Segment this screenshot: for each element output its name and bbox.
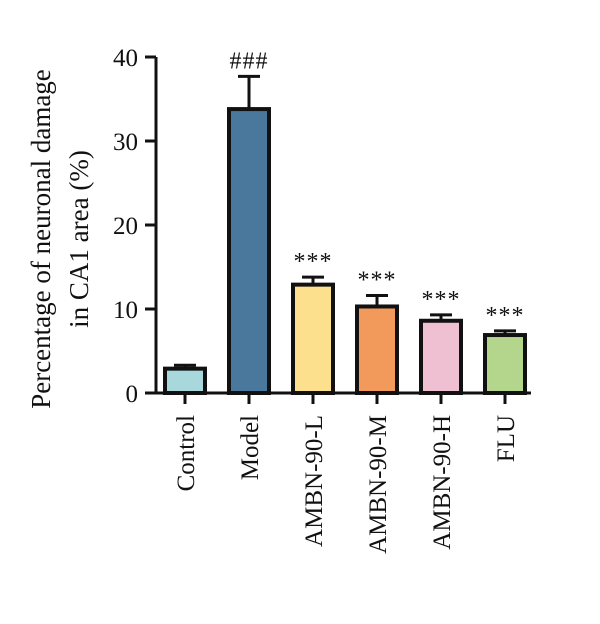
category-label: Control — [173, 415, 200, 491]
bar — [419, 318, 463, 396]
labels: 0 10 20 30 40 Control Model ### AMBN-90-L *** AMBN… — [113, 45, 525, 554]
significance-marker: *** — [358, 268, 397, 294]
y-tick-label: 40 — [113, 45, 138, 72]
bar — [483, 333, 527, 396]
y-tick-label: 30 — [113, 129, 138, 156]
significance-marker: ### — [230, 48, 269, 74]
category-label: Model — [237, 415, 264, 480]
y-tick-label: 20 — [113, 213, 138, 240]
y-axis-label-line-2: in CA1 area (%) — [64, 150, 94, 328]
bar — [163, 366, 207, 396]
category-label: AMBN-90-H — [429, 415, 456, 550]
category-label: FLU — [493, 415, 520, 462]
significance-marker: *** — [294, 249, 333, 275]
bar — [355, 304, 399, 396]
y-axis-label-line-1: Percentage of neuronal damage — [26, 69, 56, 409]
y-tick-label: 10 — [113, 297, 138, 324]
bar — [291, 282, 335, 396]
significance-marker: *** — [422, 287, 461, 313]
category-label: AMBN-90-M — [365, 415, 392, 554]
axes — [145, 55, 531, 404]
y-tick-label: 0 — [126, 381, 139, 408]
y-axis-label: Percentage of neuronal damage in CA1 are… — [26, 69, 94, 409]
bars — [163, 74, 527, 396]
significance-marker: *** — [486, 303, 525, 329]
bar — [227, 107, 271, 396]
category-label: AMBN-90-L — [301, 415, 328, 547]
